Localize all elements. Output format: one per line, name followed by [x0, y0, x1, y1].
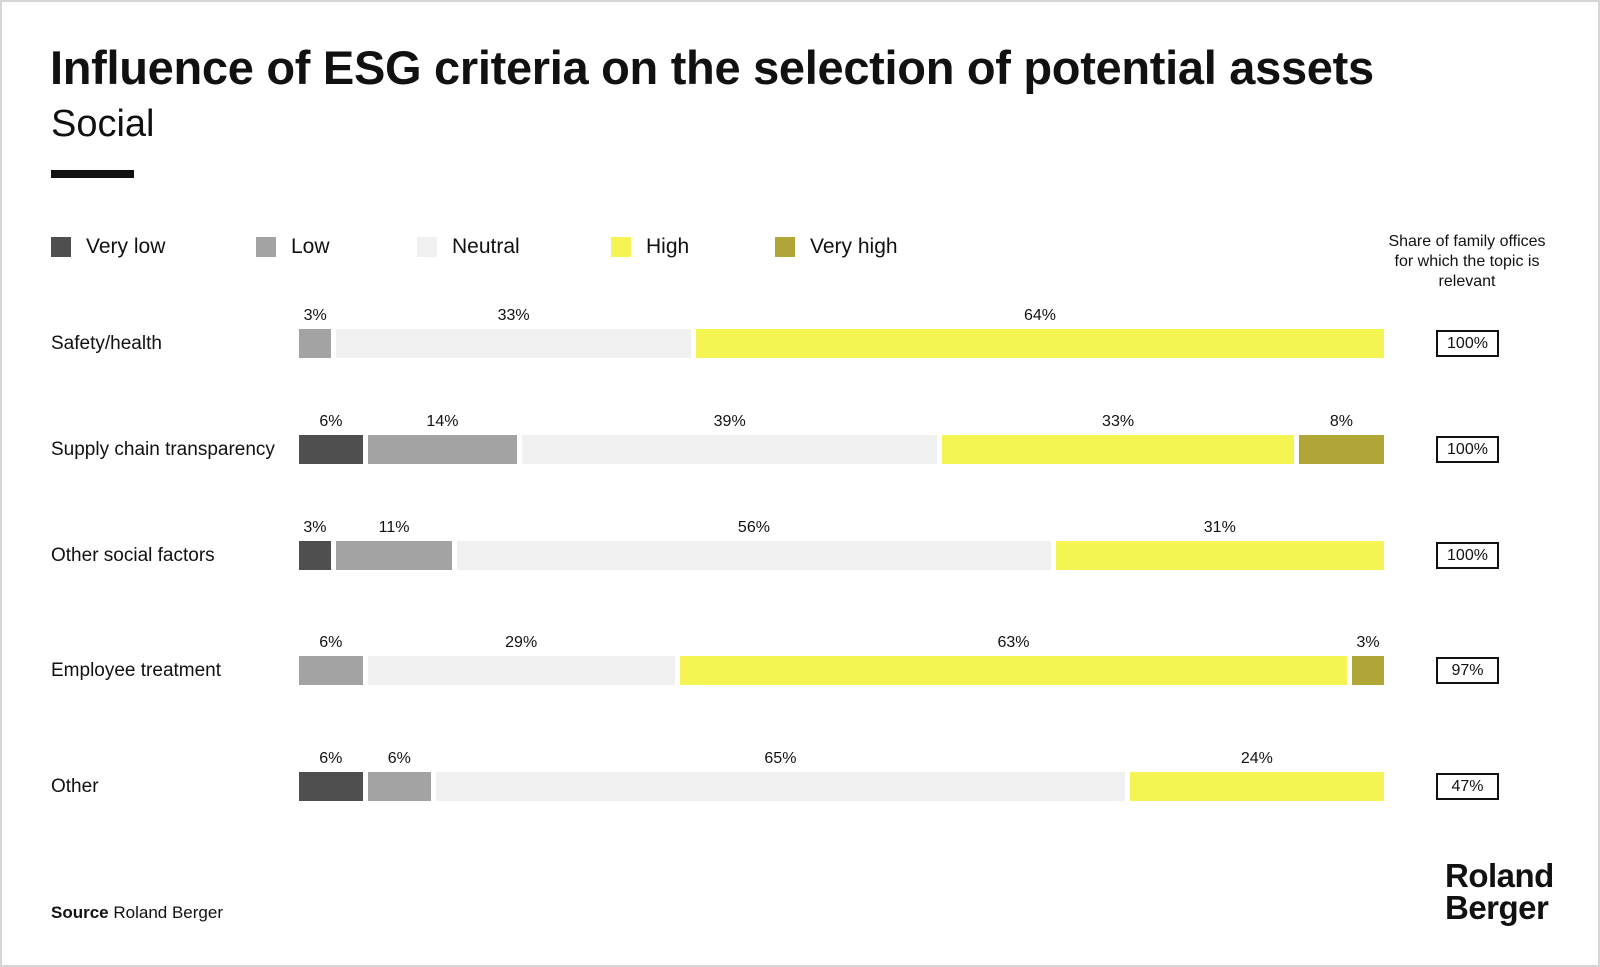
bar-segment-neutral [336, 329, 691, 358]
bar-segment-high [679, 656, 1348, 685]
data-label: 3% [303, 519, 327, 536]
bar-segment-very-low [299, 435, 363, 464]
bar-segment-high [1129, 772, 1384, 801]
logo-line-2: Berger [1445, 889, 1549, 926]
bar-segment-low [299, 329, 332, 358]
category-label: Safety/health [51, 332, 162, 354]
data-label: 8% [1329, 413, 1353, 430]
legend-label: Very low [86, 235, 166, 258]
bar-segment-very-high [1298, 435, 1384, 464]
legend-label: High [646, 235, 690, 258]
category-label: Supply chain transparency [51, 438, 275, 460]
bar-segment-neutral [436, 772, 1125, 801]
data-label: 31% [1203, 519, 1236, 536]
category-label: Other [51, 775, 99, 797]
share-column-header: Share of family offices for which the to… [1388, 233, 1546, 290]
chart-subtitle: Social [51, 103, 155, 145]
legend-swatch [51, 237, 71, 257]
data-label: 29% [505, 634, 538, 651]
share-relevant-badge: 100% [1436, 436, 1499, 463]
bar-segment-very-high [1352, 656, 1384, 685]
data-label: 39% [713, 413, 746, 430]
chart-title: Influence of ESG criteria on the selecti… [50, 41, 1374, 94]
bar-segment-low [335, 541, 453, 570]
bar-segment-low [367, 772, 432, 801]
data-label: 14% [426, 413, 459, 430]
data-label: 63% [997, 634, 1030, 651]
legend-swatch [775, 237, 795, 257]
data-label: 56% [737, 519, 770, 536]
data-label: 6% [387, 750, 411, 767]
share-relevant-badge: 97% [1436, 657, 1499, 684]
legend-label: Neutral [452, 235, 520, 258]
legend-swatch [611, 237, 631, 257]
bar-segment-high [1055, 541, 1384, 570]
logo-line-1: Roland [1445, 857, 1554, 894]
title-rule [51, 170, 134, 178]
source-value: Roland Berger [113, 903, 223, 922]
data-label: 11% [378, 519, 410, 536]
bar-segment-high [942, 435, 1294, 464]
share-relevant-badge: 47% [1436, 773, 1499, 800]
share-relevant-badge: 100% [1436, 330, 1499, 357]
data-label: 64% [1023, 307, 1057, 324]
data-label: 6% [319, 750, 343, 767]
bar-segment-neutral [522, 435, 938, 464]
data-label: 3% [303, 307, 327, 324]
data-label: 6% [319, 634, 343, 651]
bar-segment-neutral [367, 656, 675, 685]
category-label: Other social factors [51, 544, 215, 566]
bar-segment-very-low [299, 541, 331, 570]
roland-berger-logo: Roland Berger [1445, 857, 1554, 926]
legend-label: Low [291, 235, 330, 258]
bar-segment-neutral [457, 541, 1051, 570]
data-label: 33% [497, 307, 530, 324]
data-label: 33% [1102, 413, 1135, 430]
data-label: 6% [319, 413, 343, 430]
legend-swatch [417, 237, 437, 257]
category-label: Employee treatment [51, 659, 222, 681]
bar-segment-low [299, 656, 363, 685]
share-relevant-badge: 100% [1436, 542, 1499, 569]
bar-segment-low [367, 435, 517, 464]
legend-label: Very high [810, 235, 898, 258]
data-label: 24% [1240, 750, 1273, 767]
legend-swatch [256, 237, 276, 257]
bar-segment-high [696, 329, 1384, 358]
data-label: 65% [764, 750, 797, 767]
source-note: Source Roland Berger [51, 903, 223, 923]
source-key: Source [51, 903, 109, 922]
data-label: 3% [1356, 634, 1380, 651]
bar-segment-very-low [299, 772, 363, 801]
